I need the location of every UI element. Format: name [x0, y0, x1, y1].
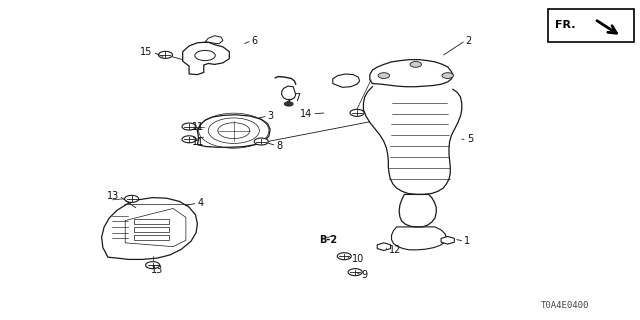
Text: 6: 6	[252, 36, 258, 45]
Text: 15: 15	[140, 47, 153, 57]
Circle shape	[350, 109, 364, 116]
Circle shape	[442, 73, 454, 78]
Circle shape	[146, 262, 160, 269]
Text: 8: 8	[276, 141, 283, 151]
Circle shape	[182, 136, 196, 143]
Text: 4: 4	[197, 198, 204, 208]
Text: 11: 11	[192, 137, 205, 147]
Circle shape	[195, 50, 215, 60]
Circle shape	[284, 102, 293, 106]
Polygon shape	[377, 243, 390, 251]
Circle shape	[125, 196, 139, 202]
Text: 14: 14	[300, 109, 312, 119]
Circle shape	[254, 138, 268, 145]
Text: B-2: B-2	[319, 235, 337, 245]
Text: 12: 12	[389, 245, 401, 255]
Circle shape	[337, 253, 351, 260]
Text: 2: 2	[466, 36, 472, 45]
Text: 13: 13	[107, 191, 119, 201]
Circle shape	[378, 73, 390, 78]
Text: 7: 7	[294, 93, 301, 103]
Text: 5: 5	[467, 134, 473, 144]
Text: T0A4E0400: T0A4E0400	[540, 301, 589, 310]
Text: 11: 11	[192, 122, 205, 132]
Text: FR.: FR.	[555, 20, 575, 29]
Circle shape	[182, 123, 196, 130]
Text: 1: 1	[465, 236, 470, 246]
Polygon shape	[441, 236, 454, 244]
Circle shape	[410, 61, 422, 67]
Text: 3: 3	[268, 111, 274, 121]
Circle shape	[348, 269, 362, 276]
Circle shape	[159, 51, 173, 58]
Text: 10: 10	[352, 254, 364, 264]
Text: 13: 13	[151, 265, 163, 275]
Text: 9: 9	[362, 270, 367, 280]
